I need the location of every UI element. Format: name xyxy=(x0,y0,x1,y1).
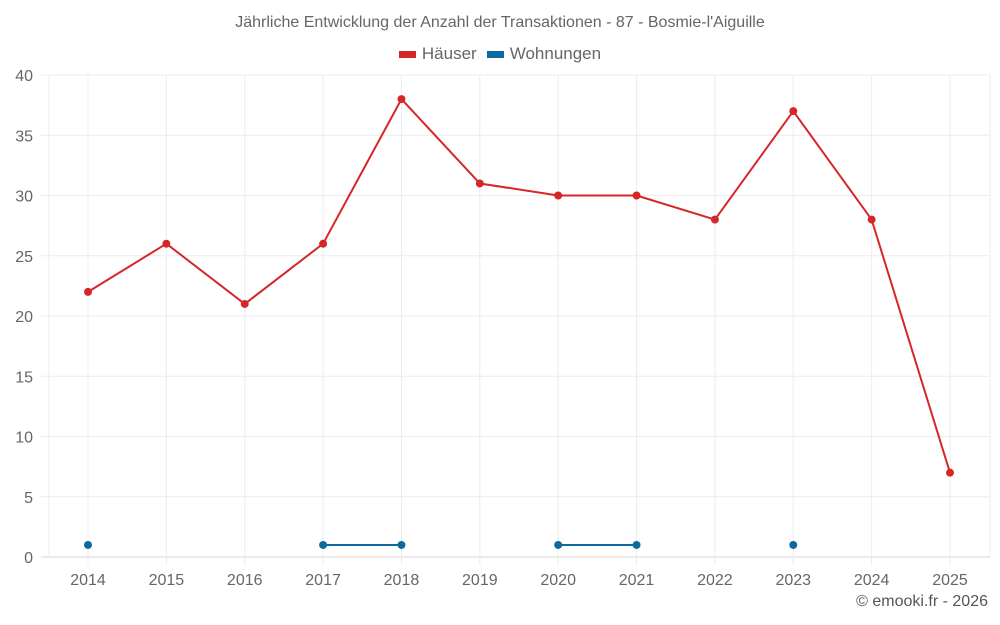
y-tick-label: 15 xyxy=(15,369,33,386)
x-tick-label: 2018 xyxy=(384,572,420,589)
data-point[interactable] xyxy=(84,287,92,296)
y-tick-label: 20 xyxy=(15,309,33,326)
x-tick-label: 2022 xyxy=(697,572,733,589)
x-tick-label: 2017 xyxy=(305,572,341,589)
x-tick-label: 2014 xyxy=(70,572,106,589)
x-tick-label: 2025 xyxy=(932,572,968,589)
data-point[interactable] xyxy=(789,540,798,549)
data-point[interactable] xyxy=(397,95,406,104)
legend-item-wohnungen[interactable]: Wohnungen xyxy=(486,44,602,64)
data-point[interactable] xyxy=(554,191,563,200)
data-point[interactable] xyxy=(319,239,328,248)
x-tick-label: 2024 xyxy=(854,572,890,589)
data-point[interactable] xyxy=(475,179,484,188)
y-tick-label: 35 xyxy=(15,128,33,145)
series-lines xyxy=(84,95,954,549)
data-point[interactable] xyxy=(789,107,798,116)
x-tick-label: 2019 xyxy=(462,572,498,589)
data-point[interactable] xyxy=(319,540,328,549)
y-tick-label: 40 xyxy=(15,68,33,85)
data-point[interactable] xyxy=(162,239,171,248)
x-tick-label: 2023 xyxy=(775,572,811,589)
data-point[interactable] xyxy=(554,540,563,549)
data-point[interactable] xyxy=(84,540,92,549)
y-tick-label: 25 xyxy=(15,249,33,266)
y-axis: 0 5 10 15 20 25 30 35 40 xyxy=(15,68,33,567)
data-point[interactable] xyxy=(632,540,641,549)
y-tick-label: 5 xyxy=(24,490,33,507)
legend-swatch-haeuser-icon xyxy=(398,50,416,58)
gridlines xyxy=(41,74,991,565)
data-point[interactable] xyxy=(632,191,641,200)
data-point[interactable] xyxy=(867,215,876,224)
legend-label-wohnungen: Wohnungen xyxy=(509,44,602,63)
data-point[interactable] xyxy=(946,468,954,477)
legend-swatch-wohnungen-icon xyxy=(486,50,504,58)
x-tick-label: 2020 xyxy=(540,572,576,589)
y-tick-label: 10 xyxy=(15,430,33,447)
x-axis: 2014 2015 2016 2017 2018 2019 2020 2021 2022 2023… xyxy=(70,572,968,589)
y-tick-label: 30 xyxy=(15,189,33,206)
legend-item-haeuser[interactable]: Häuser xyxy=(398,44,477,64)
legend: Häuser Wohnungen xyxy=(0,44,1000,64)
x-tick-label: 2015 xyxy=(149,572,185,589)
credit-text: © emooki.fr - 2026 xyxy=(856,593,988,610)
series-line xyxy=(87,98,951,473)
x-tick-label: 2016 xyxy=(227,572,263,589)
legend-label-haeuser: Häuser xyxy=(421,44,477,63)
data-point[interactable] xyxy=(240,299,249,308)
y-tick-label: 0 xyxy=(24,550,33,567)
x-tick-label: 2021 xyxy=(619,572,655,589)
chart-title: Jährliche Entwicklung der Anzahl der Tra… xyxy=(235,14,765,31)
data-point[interactable] xyxy=(397,540,406,549)
data-point[interactable] xyxy=(710,215,719,224)
